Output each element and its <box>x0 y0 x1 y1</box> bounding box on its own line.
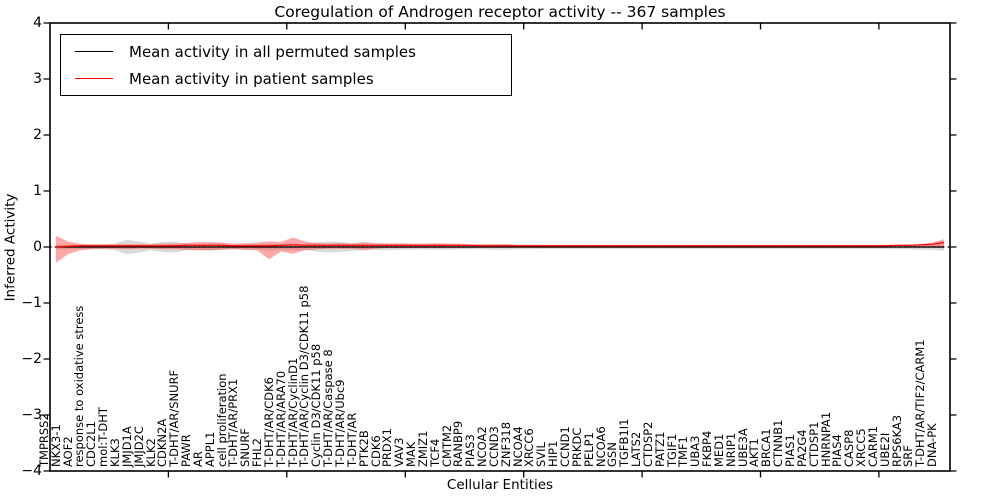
x-axis-label: Cellular Entities <box>446 477 554 493</box>
patient-variance-band <box>55 235 945 263</box>
x-tick-label: JMJD2C <box>131 426 146 467</box>
x-tick-label: NKX3-1 <box>48 424 63 467</box>
legend-entry-permuted: Mean activity in all permuted samples <box>75 43 511 61</box>
x-tick-label: CTDSP1 <box>806 421 821 467</box>
legend-box: Mean activity in all permuted samples Me… <box>60 34 512 96</box>
x-tick-label: PELP1 <box>581 432 596 467</box>
x-tick-label: ZNF318 <box>498 421 513 467</box>
x-tick-label: PA2G4 <box>794 429 809 467</box>
y-tick-label: 3 <box>33 71 42 87</box>
y-tick-label: −3 <box>21 407 42 423</box>
y-tick-label: 2 <box>33 127 42 143</box>
axis-tick-marks <box>43 22 957 478</box>
x-tick-label: PATZ1 <box>652 431 667 467</box>
legend-label-permuted: Mean activity in all permuted samples <box>129 42 416 61</box>
y-tick-label: 0 <box>33 239 42 255</box>
legend-entry-patient: Mean activity in patient samples <box>75 70 511 88</box>
x-tick-label: PTK2B <box>356 430 371 467</box>
x-tick-label: T-DHT/AR/ARA70 <box>273 370 288 467</box>
x-tick-label: APPL1 <box>202 431 217 467</box>
y-tick-label: −4 <box>21 463 42 479</box>
y-tick-label: −1 <box>21 295 42 311</box>
x-tick-label: UBE2I <box>877 432 892 467</box>
y-tick-label: 1 <box>33 183 42 199</box>
x-tick-label: NRIP1 <box>723 432 738 467</box>
y-tick-label: 4 <box>33 15 42 31</box>
x-tick-label: JMJD1A <box>119 426 134 467</box>
patient-mean-line <box>55 241 945 248</box>
plot-frame <box>49 22 951 472</box>
legend-label-patient: Mean activity in patient samples <box>129 69 374 88</box>
x-tick-label: T-DHT/AR <box>344 412 359 467</box>
y-tick-label: −2 <box>21 351 42 367</box>
patient-line-swatch <box>75 78 113 79</box>
x-tick-label: PRKDC <box>569 427 584 467</box>
chart-title: Coregulation of Androgen receptor activi… <box>274 3 726 21</box>
permuted-line-swatch <box>75 51 113 52</box>
x-tick-label: TCF4 <box>427 438 442 467</box>
x-tick-label: DNA-PK <box>925 423 940 467</box>
